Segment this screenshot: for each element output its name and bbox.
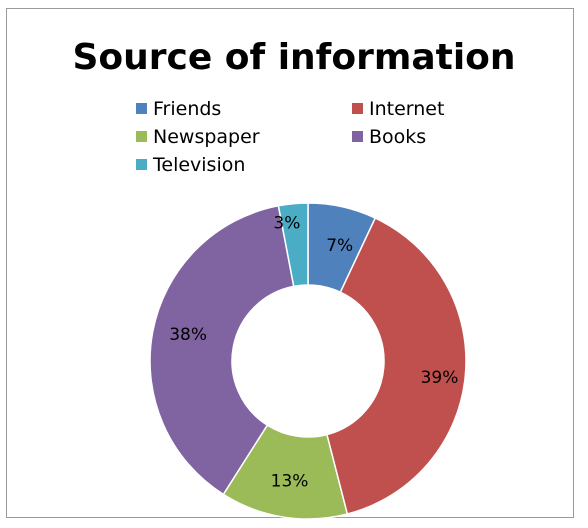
legend-label-friends: Friends [153, 98, 222, 120]
donut-slice-books [149, 204, 295, 496]
data-label-friends: 7% [326, 236, 353, 256]
legend-swatch-newspaper [136, 131, 147, 142]
data-label-television: 3% [273, 214, 300, 234]
legend-label-newspaper: Newspaper [153, 126, 260, 148]
legend-label-internet: Internet [369, 98, 445, 120]
legend-item-books: Books [352, 126, 426, 148]
legend-item-friends: Friends [136, 98, 221, 120]
legend-swatch-television [136, 159, 147, 170]
donut-slices [149, 202, 467, 520]
legend-item-newspaper: Newspaper [136, 126, 260, 148]
legend-swatch-friends [136, 103, 147, 114]
legend-item-internet: Internet [352, 98, 444, 120]
legend-label-books: Books [369, 126, 427, 148]
legend-swatch-internet [352, 103, 363, 114]
donut-slice-television [277, 202, 309, 288]
chart-title: Source of information [72, 37, 516, 78]
legend-label-television: Television [153, 154, 246, 176]
legend-swatch-books [352, 131, 363, 142]
data-label-newspaper: 13% [271, 472, 309, 492]
data-label-books: 38% [169, 325, 207, 345]
legend-item-television: Television [136, 154, 245, 176]
donut-data-labels: 7% 39% 13% 38% 3% [169, 214, 458, 492]
donut-slice-internet [325, 217, 467, 515]
data-label-internet: 39% [421, 368, 459, 388]
